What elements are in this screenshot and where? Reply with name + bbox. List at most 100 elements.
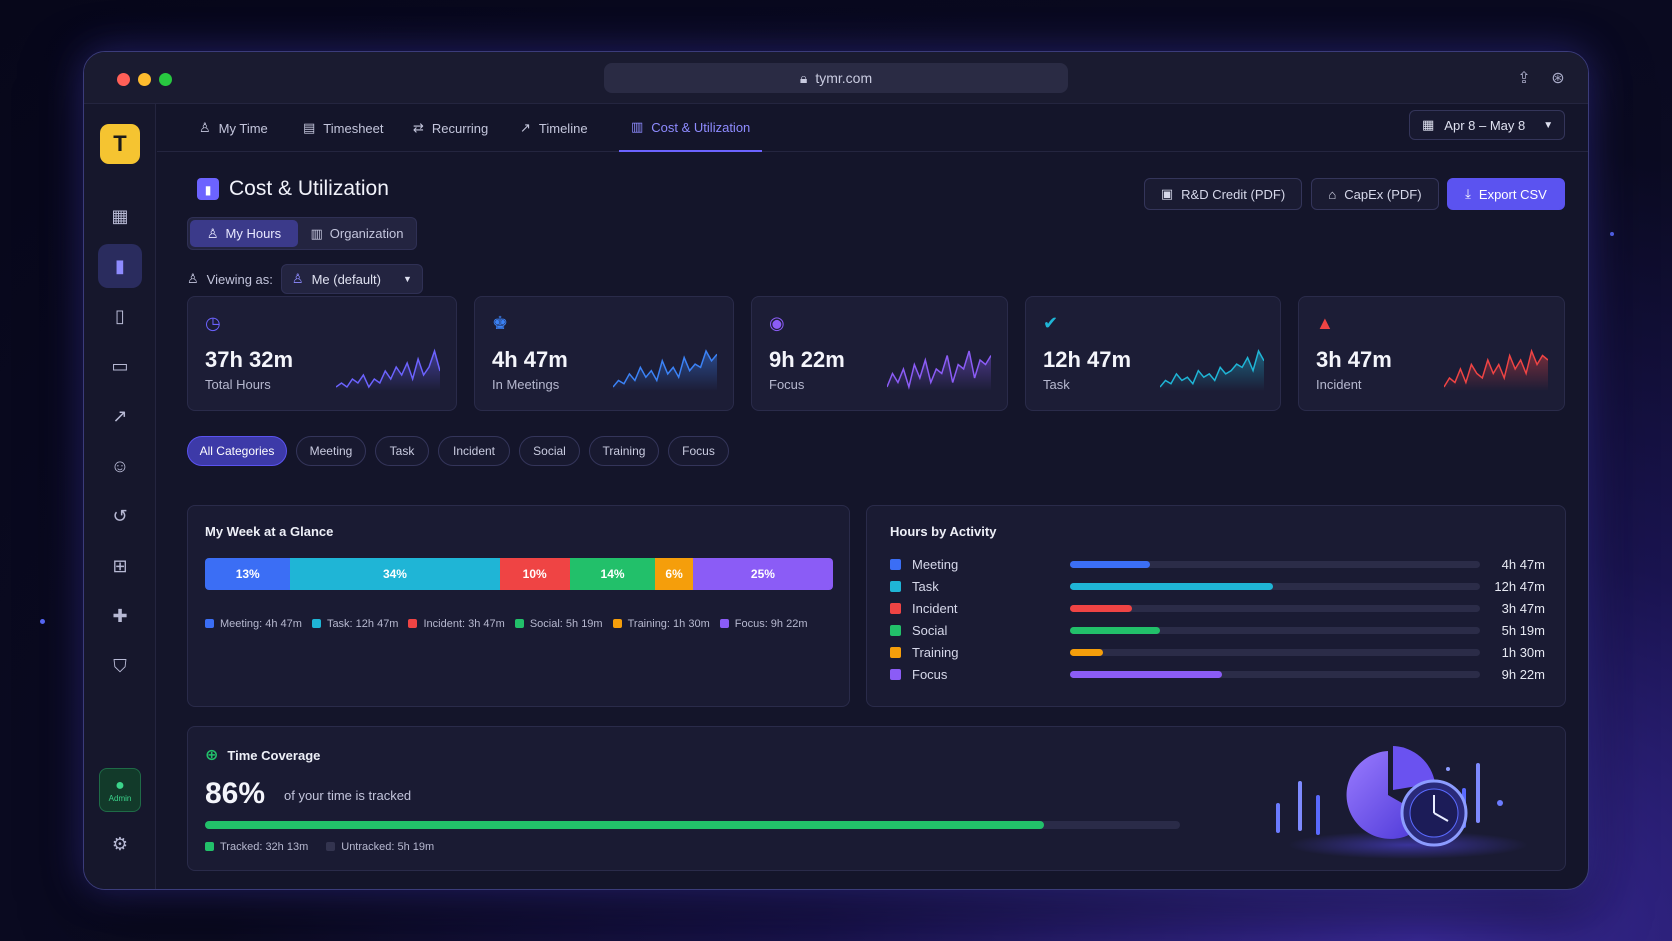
tab-timeline[interactable]: ↗ Timeline [520,104,588,152]
warning-icon: ▲ [1316,313,1334,333]
week-segment[interactable]: 10% [499,558,570,590]
week-segment[interactable]: 6% [655,558,693,590]
week-segment[interactable]: 34% [290,558,500,590]
share-icon[interactable]: ⇪ [1517,70,1531,87]
legend-text: Meeting: 4h 47m [220,618,302,630]
calendar-icon: ▦ [1422,117,1435,132]
toggle-label: My Hours [225,226,282,241]
admin-label: Admin [108,793,132,803]
extensions-icon[interactable]: ⊛ [1551,70,1565,87]
filter-task[interactable]: Task [375,436,429,466]
close-window-button[interactable] [117,73,130,86]
bulb-icon: ◉ [769,313,785,333]
week-segment[interactable]: 25% [692,558,833,590]
time-illustration [1276,746,1528,859]
filter-all-categories[interactable]: All Categories [187,436,287,466]
activity-row: Training 1h 30m [890,645,1545,661]
button-label: Export CSV [1478,186,1547,202]
rd-credit-pdf-button[interactable]: ▣ R&D Credit (PDF) [1144,178,1302,210]
week-segment[interactable]: 14% [569,558,656,590]
kpi-label: Total Hours [205,377,271,392]
tab-label: Recurring [431,120,489,136]
page-title-text: Cost & Utilization [229,177,389,200]
activity-row: Task 12h 47m [890,579,1545,595]
tab-label: Timesheet [323,120,384,136]
bg-dot [1610,232,1614,236]
trend-icon[interactable]: ↗ [112,405,128,426]
person-icon: ♙ [199,120,211,135]
kpi-value: 3h 47m [1316,347,1392,372]
date-range-picker[interactable]: ▦ Apr 8 – May 8 ▼ [1409,110,1565,140]
capex-pdf-button[interactable]: ⌂ CapEx (PDF) [1311,178,1439,210]
add-box-icon[interactable]: ⊞ [112,555,128,576]
filter-meeting[interactable]: Meeting [296,436,366,466]
kpi-card-total-hours[interactable]: ◷ 37h 32m Total Hours [187,296,457,411]
legend-swatch [408,619,418,628]
bot-icon[interactable]: ☺ [110,455,130,476]
filter-social[interactable]: Social [519,436,580,466]
sparkline-area [613,351,717,391]
tab-recurring[interactable]: ⇄ Recurring [413,104,488,152]
week-segment[interactable]: 13% [205,558,291,590]
legend-item: Focus: 9h 22m [719,618,808,630]
sparkline-area [887,351,991,391]
sparkline-line [1444,348,1548,388]
coverage-progress-fill [205,821,1044,829]
tab-cost-utilization[interactable]: ▥ Cost & Utilization [619,104,763,152]
activity-swatch [890,647,901,658]
analytics-icon[interactable]: ▮ [98,244,142,288]
activity-row: Focus 9h 22m [890,667,1545,683]
legend-swatch [612,619,622,628]
date-range-value: Apr 8 – May 8 [1444,117,1526,133]
coverage-subtitle: of your time is tracked [284,788,412,803]
activity-name: Meeting [912,557,959,572]
activity-swatch [890,669,901,680]
activity-swatch [890,625,901,636]
kpi-card-incident[interactable]: ▲ 3h 47m Incident [1298,296,1565,411]
legend-text: Training: 1h 30m [627,618,710,630]
legend-swatch [311,619,321,628]
my-hours-toggle[interactable]: ♙ My Hours [190,220,298,247]
history-icon[interactable]: ↺ [112,505,128,526]
kpi-card-meetings[interactable]: ♚ 4h 47m In Meetings [474,296,734,411]
activity-name: Task [912,579,939,594]
coverage-progress-bar [205,821,1180,829]
dashboard-icon[interactable]: ▦ [111,205,129,226]
tab-timesheet[interactable]: ▤ Timesheet [303,104,384,152]
app-logo[interactable]: T [100,124,140,164]
untracked-legend: Untracked: 5h 19m [326,841,434,853]
filter-training[interactable]: Training [589,436,659,466]
shield-icon[interactable]: ⛉ [113,655,127,676]
kpi-label: Incident [1316,377,1362,392]
activity-bar-fill [1070,627,1161,634]
organization-toggle[interactable]: ▥ Organization [300,220,414,247]
export-csv-button[interactable]: ⤓ Export CSV [1447,178,1565,210]
activity-bar-fill [1070,561,1150,568]
kpi-card-task[interactable]: ✔ 12h 47m Task [1025,296,1281,411]
sparkline-area [1444,351,1548,391]
tab-my-time[interactable]: ♙ My Time [199,104,268,152]
kpi-value: 4h 47m [492,347,568,372]
book-icon[interactable]: ▯ [115,305,125,326]
legend-swatch [205,619,214,628]
filter-focus[interactable]: Focus [668,436,729,466]
activity-value: 4h 47m [1501,557,1545,572]
maximize-window-button[interactable] [159,73,172,86]
chevron-down-icon: ▼ [1543,119,1554,131]
sidebar: T ▦ ▮ ▯ ▭ ↗ ☺ ↺ ⊞ ✚ ⛉ ● Admin ⚙ ⇥ [84,104,156,890]
gear-icon[interactable]: ⚙ [111,833,129,854]
trend-icon: ↗ [520,120,531,135]
titlebar: 🔒︎ tymr.com ⇪ ⊛ [84,52,1588,104]
folder-icon[interactable]: ▭ [111,355,129,376]
kpi-card-focus[interactable]: ◉ 9h 22m Focus [751,296,1008,411]
minimize-window-button[interactable] [138,73,151,86]
activity-name: Training [912,645,959,660]
admin-icon: ● [115,776,125,794]
filter-incident[interactable]: Incident [438,436,510,466]
admin-button[interactable]: ● Admin [99,768,141,812]
shield-plus-icon[interactable]: ✚ [112,605,128,626]
address-bar[interactable]: 🔒︎ tymr.com [604,63,1068,93]
viewing-as-select[interactable]: ♙ Me (default) ▼ [280,264,423,294]
logout-icon[interactable]: ⇥ [98,872,142,890]
url-text: tymr.com [815,70,873,86]
